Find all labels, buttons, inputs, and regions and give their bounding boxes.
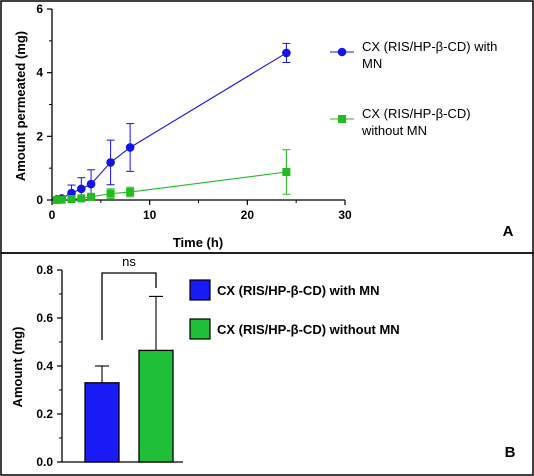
data-point [87, 192, 96, 201]
panel-b-y-tick-label: 0.6 [36, 311, 53, 325]
panel-a-x-tick-label: 10 [143, 208, 157, 222]
panel-a-x-tick-label: 20 [241, 208, 255, 222]
panel-a-x-axis-label: Time (h) [173, 235, 223, 250]
data-point [77, 184, 86, 194]
legend-label: without MN [361, 123, 427, 138]
legend-label: CX (RIS/HP-β-CD) with MN [217, 283, 379, 298]
bar [84, 382, 120, 463]
panel-a-y-tick-label: 4 [36, 66, 43, 80]
bar [138, 349, 174, 463]
panel-a-y-tick-label: 0 [36, 193, 43, 207]
data-point [52, 196, 61, 204]
data-point [126, 188, 135, 197]
data-point [106, 158, 115, 167]
panel-b-frame [0, 252, 534, 476]
legend-swatch [189, 318, 211, 340]
significance-bracket [101, 272, 157, 340]
panel-a-y-axis-label: Amount permeated (mg) [13, 31, 28, 181]
legend-marker [337, 47, 347, 57]
panel-a-x-tick-label: 0 [49, 208, 56, 222]
panel-b-y-tick-label: 0.4 [36, 359, 53, 373]
data-point [77, 194, 86, 203]
data-point [282, 167, 291, 176]
data-point [282, 48, 291, 58]
panel-b-y-tick-label: 0.0 [36, 455, 53, 469]
legend-label: CX (RIS/HP-β-CD) with [362, 39, 497, 54]
legend-label: MN [362, 56, 382, 71]
data-point [67, 195, 76, 204]
panel-b-y-axis-label: Amount (mg) [10, 327, 25, 408]
legend-label: CX (RIS/HP-β-CD) [362, 106, 471, 121]
panel-a-label: A [503, 223, 514, 240]
panel-b-plot: 0.0 0.2 0.4 0.6 0.8 CX (RIS/HP-β-CD) with MN C… [36, 263, 399, 469]
legend-swatch [189, 279, 211, 301]
legend-label: CX (RIS/HP-β-CD) without MN [217, 322, 400, 337]
data-point [125, 143, 135, 152]
data-point [86, 179, 96, 189]
panel-a-plot: 0 10 20 30 0 2 4 6 CX (RIS/HP-β-CD) with MN CX (RI… [36, 2, 497, 222]
data-point [106, 189, 115, 198]
panel-a-y-tick-label: 2 [36, 129, 43, 143]
panel-a-x-tick-label: 30 [338, 208, 352, 222]
panel-b-y-tick-label: 0.2 [36, 407, 53, 421]
data-point [57, 195, 66, 204]
panel-b-y-tick-label: 0.8 [36, 263, 53, 277]
panel-b-label: B [505, 444, 516, 461]
legend-marker [338, 115, 346, 123]
significance-label: ns [122, 254, 136, 269]
panel-a-y-tick-label: 6 [36, 2, 43, 16]
